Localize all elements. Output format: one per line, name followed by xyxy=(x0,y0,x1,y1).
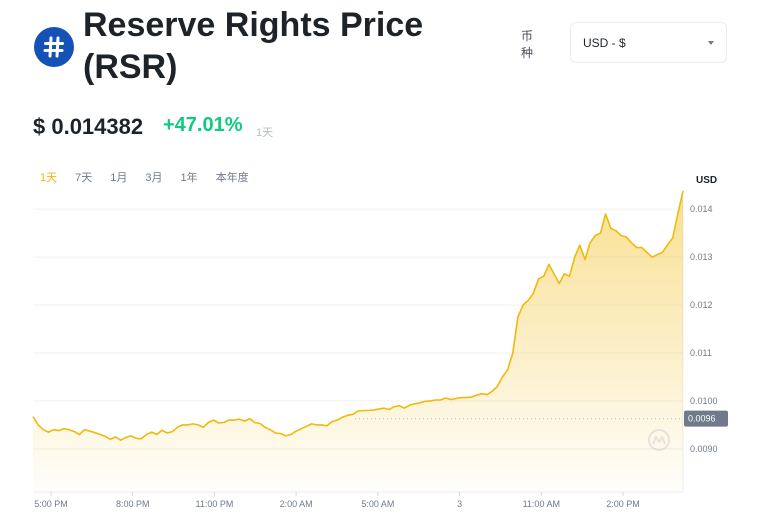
y-tick-label: 0.014 xyxy=(690,204,713,214)
tab-1m[interactable]: 1月 xyxy=(110,172,128,184)
y-tick-label: 0.0090 xyxy=(690,444,718,454)
reference-price-tag-text: 0.0096 xyxy=(688,414,716,424)
x-axis-ticks: 5:00 PM 8:00 PM 11:00 PM 2:00 AM 5:00 AM 3 11:… xyxy=(34,492,640,509)
x-tick-label: 11:00 AM xyxy=(523,499,560,509)
watermark-icon xyxy=(648,429,670,451)
x-tick-label: 2:00 AM xyxy=(280,499,313,509)
hash-icon xyxy=(43,36,64,58)
currency-select[interactable]: USD - $ xyxy=(570,22,727,63)
x-tick-label: 5:00 AM xyxy=(361,499,394,509)
y-tick-label: 0.013 xyxy=(690,252,713,262)
x-tick-label: 11:00 PM xyxy=(195,499,233,509)
current-price: $ 0.014382 xyxy=(33,114,144,139)
price-line xyxy=(32,190,684,441)
price-change-period: 1天 xyxy=(256,127,274,139)
x-tick-label: 8:00 PM xyxy=(116,499,150,509)
tab-7d[interactable]: 7天 xyxy=(75,172,93,184)
time-range-tabs: 1天 7天 1月 3月 1年 本年度 xyxy=(40,169,267,185)
rsr-logo-icon xyxy=(34,27,74,67)
price-change-percent: +47.01% xyxy=(163,114,243,136)
price-area xyxy=(33,191,683,492)
currency-select-value: USD - $ xyxy=(583,36,626,50)
tab-1y[interactable]: 1年 xyxy=(180,172,198,184)
tab-ytd[interactable]: 本年度 xyxy=(215,172,249,184)
x-tick-label: 3 xyxy=(457,499,462,509)
page-title: Reserve Rights Price (RSR) xyxy=(83,6,424,86)
reference-price-tag: 0.0096 xyxy=(684,410,728,427)
x-tick-label: 5:00 PM xyxy=(34,499,68,509)
reference-price-tag-bg xyxy=(684,410,728,427)
tab-3m[interactable]: 3月 xyxy=(145,172,163,184)
currency-label: 币种 xyxy=(521,29,534,60)
x-tick-label: 2:00 PM xyxy=(606,499,640,509)
chevron-down-icon xyxy=(708,41,714,45)
y-axis-ticks: 0.0090 0.0100 0.011 0.012 0.013 0.014 xyxy=(690,204,718,454)
y-tick-label: 0.0100 xyxy=(690,396,718,406)
tab-1d[interactable]: 1天 xyxy=(40,172,58,184)
y-tick-label: 0.012 xyxy=(690,300,713,310)
chart-unit-label: USD xyxy=(696,175,718,186)
y-tick-label: 0.011 xyxy=(690,348,712,358)
